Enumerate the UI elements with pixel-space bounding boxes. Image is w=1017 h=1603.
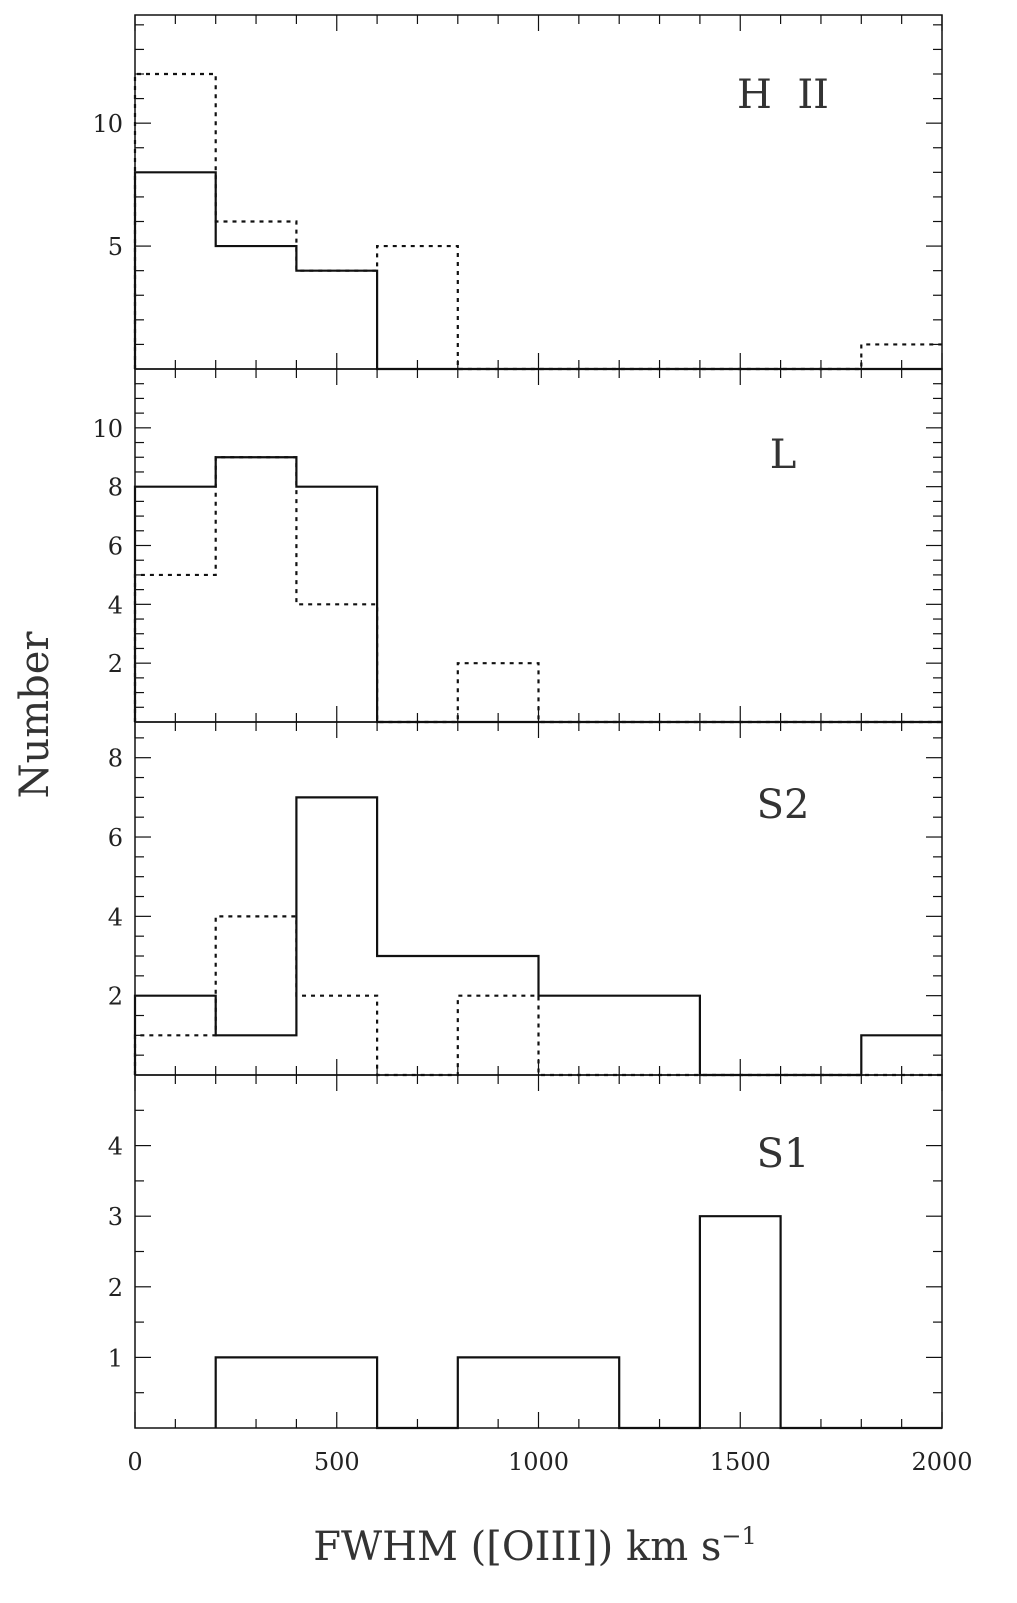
x-tick-label: 1500 xyxy=(710,1448,771,1476)
panel-4-y-tick-label: 2 xyxy=(108,1274,123,1302)
panel-3-label: S2 xyxy=(757,782,810,828)
x-axis-label: FWHM ([OIII]) km s−1 xyxy=(313,1522,757,1570)
x-axis-label-main: FWHM ([OIII]) km s xyxy=(313,1524,721,1570)
panel-2-y-tick-label: 8 xyxy=(108,474,123,502)
panel-1: 5 10 H II xyxy=(92,14,943,371)
panel-1-histogram-dotted xyxy=(133,72,942,371)
x-tick-labels: 0 500 1000 1500 2000 xyxy=(127,1448,972,1476)
panel-1-y-tick-label: 5 xyxy=(108,233,123,261)
y-axis-label: Number xyxy=(12,631,58,799)
x-axis-label-exponent: −1 xyxy=(721,1522,756,1550)
panel-2: 2 4 6 8 10 L xyxy=(92,368,943,724)
panel-2-histogram-dotted xyxy=(133,456,942,724)
panel-2-frame xyxy=(134,368,943,723)
x-tick-label: 0 xyxy=(127,1448,142,1476)
panel-2-y-tick-label: 2 xyxy=(108,650,123,678)
panel-3-y-tick-label: 2 xyxy=(108,983,123,1011)
panel-1-y-tick-label: 10 xyxy=(92,110,123,138)
panel-4: 1 2 3 4 S1 xyxy=(108,1074,943,1430)
panel-2-label: L xyxy=(770,432,797,478)
panel-2-y-tick-label: 4 xyxy=(108,591,123,619)
panel-1-frame xyxy=(134,14,943,370)
panel-4-y-tick-label: 1 xyxy=(108,1344,123,1372)
panel-4-y-tick-label: 3 xyxy=(108,1203,123,1231)
x-tick-label: 1000 xyxy=(508,1448,569,1476)
panel-1-label: H II xyxy=(737,72,829,118)
panel-3-y-tick-label: 4 xyxy=(108,903,123,931)
panel-1-histogram-solid xyxy=(133,171,942,371)
panel-2-y-tick-label: 10 xyxy=(92,415,123,443)
panel-3: 2 4 6 8 S2 xyxy=(108,721,943,1077)
panel-3-y-tick-label: 8 xyxy=(108,745,123,773)
panel-4-frame xyxy=(134,1074,943,1429)
panel-2-y-tick-label: 6 xyxy=(108,533,123,561)
x-tick-label: 2000 xyxy=(911,1448,972,1476)
panel-4-histogram-solid xyxy=(214,1215,942,1430)
panel-3-frame xyxy=(134,721,943,1076)
panel-4-y-tick-label: 4 xyxy=(108,1133,123,1161)
x-tick-label: 500 xyxy=(314,1448,360,1476)
panel-4-label: S1 xyxy=(757,1131,810,1177)
panels-layer: 5 10 H II 2 4 6 8 10 L 2 4 6 8 S2 1 2 3 4 S1 xyxy=(92,14,943,1430)
panel-3-y-tick-label: 6 xyxy=(108,824,123,852)
